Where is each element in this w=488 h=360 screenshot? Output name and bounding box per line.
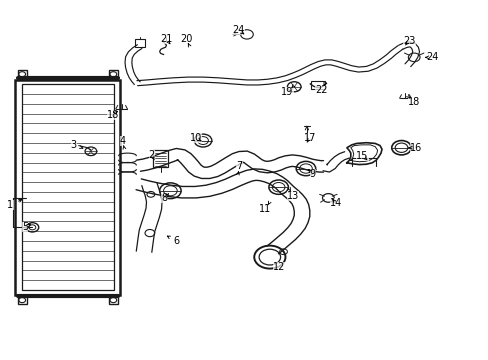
Text: 2: 2 <box>148 150 155 160</box>
Text: 21: 21 <box>160 34 172 44</box>
Text: 14: 14 <box>329 198 342 208</box>
Text: 4: 4 <box>119 136 125 145</box>
Text: 7: 7 <box>236 161 242 171</box>
Text: 15: 15 <box>356 150 368 161</box>
Text: 16: 16 <box>409 143 422 153</box>
Text: 20: 20 <box>180 34 192 44</box>
Bar <box>18 70 26 78</box>
Text: 3: 3 <box>71 140 77 150</box>
Text: 24: 24 <box>426 52 438 62</box>
Text: 9: 9 <box>309 168 315 179</box>
Bar <box>311 81 325 89</box>
Bar <box>109 70 118 78</box>
Bar <box>153 150 167 167</box>
Text: 6: 6 <box>173 236 179 246</box>
Text: 17: 17 <box>304 133 316 143</box>
Text: 10: 10 <box>189 133 202 143</box>
Text: 1: 1 <box>7 200 14 210</box>
Text: 11: 11 <box>259 204 271 215</box>
Text: 12: 12 <box>273 262 285 272</box>
Bar <box>135 39 144 46</box>
Text: 5: 5 <box>22 222 28 232</box>
Bar <box>109 296 118 304</box>
Bar <box>15 80 120 295</box>
Text: 22: 22 <box>315 85 327 95</box>
Text: 18: 18 <box>407 97 420 107</box>
Text: 19: 19 <box>281 87 293 97</box>
Text: 13: 13 <box>286 191 299 201</box>
Text: 8: 8 <box>161 193 167 203</box>
Text: 23: 23 <box>402 36 415 46</box>
Bar <box>21 84 114 290</box>
Text: 24: 24 <box>232 25 244 35</box>
Text: 18: 18 <box>106 111 119 121</box>
Bar <box>18 296 26 304</box>
